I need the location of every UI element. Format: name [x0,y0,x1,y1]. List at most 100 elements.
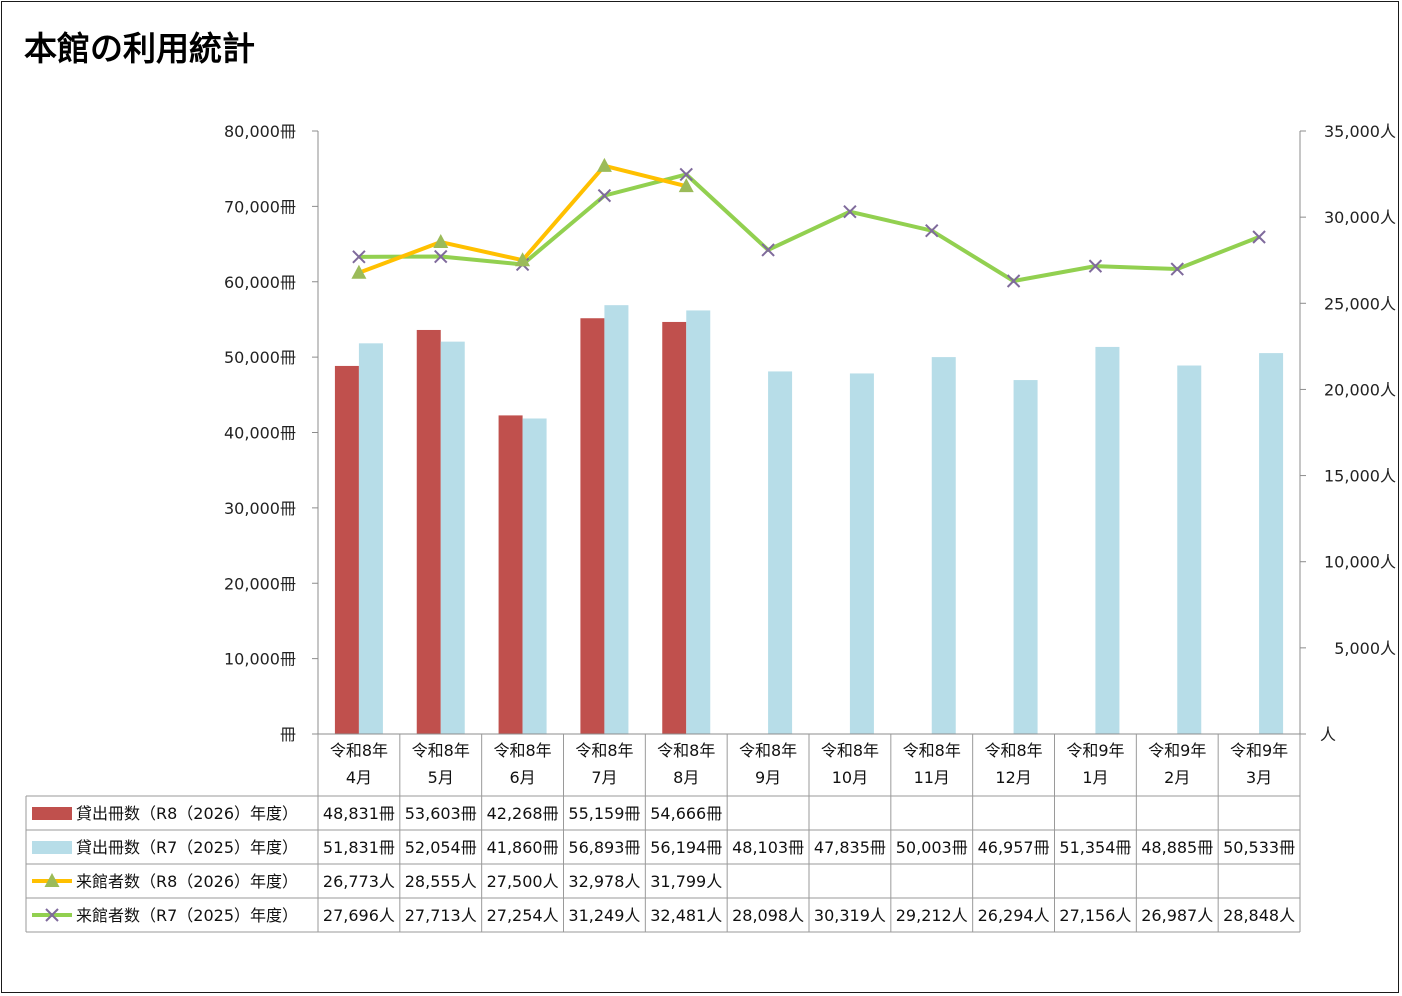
point-r7-visitors [761,243,775,257]
line-series-group [351,157,1266,288]
category-label-era: 令和8年 [903,741,961,760]
table-cell: 28,098人 [732,906,804,925]
left-tick-label: 80,000冊 [224,122,296,141]
point-r7-visitors-stroke [925,224,939,238]
table-cell: 31,249人 [568,906,640,925]
left-tick-label: 10,000冊 [224,650,296,669]
table-cell: 29,212人 [896,906,968,925]
point-r8-visitors [433,234,449,249]
bar-series-group [318,305,1300,735]
point-r7-visitors [843,204,857,219]
category-label-era: 令和8年 [412,741,470,760]
left-axis: 冊 10,000冊 20,000冊 30,000冊 40,000冊 50,000冊 60,0… [224,122,319,744]
bar-r8-loans [498,415,523,734]
category-label-month: 7月 [591,768,617,787]
category-label-month: 11月 [914,768,950,787]
table-cell: 42,268冊 [487,804,559,823]
bar-r7-loans [1095,346,1120,734]
point-r8-visitors [351,264,367,279]
point-r7-visitors-stroke [1170,262,1184,276]
legend-swatch [32,841,72,854]
table-cell: 48,103冊 [732,838,804,857]
point-r7-visitors-stroke [434,249,448,264]
table-cell: 56,194冊 [650,838,722,857]
table-cell: 56,893冊 [568,838,640,857]
table-cell: 50,003冊 [896,838,968,857]
category-label-month: 9月 [755,768,781,787]
table-cell: 28,848人 [1223,906,1295,925]
table-cell: 32,978人 [568,872,640,891]
point-r7-visitors-stroke [597,188,612,203]
point-r7-visitors [434,249,448,264]
bar-r8-loans [662,321,687,734]
legend-label: 来館者数（R8（2026）年度） [76,872,298,891]
bar-r7-loans [1013,380,1038,734]
bar-r7-loans [931,357,956,734]
left-tick-label: 20,000冊 [224,574,296,593]
category-label-era: 令和8年 [657,741,715,760]
legend-marker [44,873,60,887]
category-label-era: 令和8年 [493,741,551,760]
bar-r7-loans [358,343,383,734]
point-r7-visitors-stroke [352,250,366,264]
legend-marker [45,908,59,922]
left-tick-label: 50,000冊 [224,348,296,367]
data-table: 令和8年 4月 令和8年 5月 令和8年 6月 令和8年 7月 令和8年 8月 令和8年 9月 令和8年… [25,734,1301,933]
point-r7-visitors-stroke [1088,259,1103,273]
right-tick-label: 15,000人 [1324,467,1396,486]
right-tick-label: 5,000人 [1334,639,1396,658]
point-r8-visitors [596,157,612,172]
point-r7-visitors [679,167,693,182]
left-tick-label: 30,000冊 [224,499,296,518]
category-label-month: 4月 [346,768,372,787]
point-r8-visitors [678,178,694,193]
right-axis: 人 5,000人 10,000人 15,000人 20,000人 25,000人 30,00… [1299,122,1396,744]
left-tick-label: 70,000冊 [224,197,296,216]
point-r7-visitors [597,188,612,203]
point-r7-visitors [1170,262,1184,276]
legend-swatch [32,807,72,820]
table-cell: 54,666冊 [650,804,722,823]
category-label-month: 1月 [1082,768,1108,787]
point-r7-visitors-stroke [1252,230,1266,244]
table-cell: 26,987人 [1141,906,1213,925]
table-cell: 53,603冊 [405,804,477,823]
point-r7-visitors [1252,230,1266,244]
category-label-era: 令和9年 [1066,741,1124,760]
point-r7-visitors [925,224,939,238]
bar-r7-loans [768,371,793,734]
table-cell: 26,294人 [978,906,1050,925]
category-label-month: 6月 [509,768,535,787]
table-cell: 28,555人 [405,872,477,891]
point-r7-visitors [1088,259,1103,273]
table-cell: 27,713人 [405,906,477,925]
category-label-month: 12月 [995,768,1031,787]
legend-marker-stroke [45,908,59,922]
category-label-month: 10月 [832,768,868,787]
table-cell: 27,500人 [487,872,559,891]
point-r7-visitors-stroke [1006,274,1021,288]
bar-r7-loans [849,373,874,734]
right-tick-label: 35,000人 [1324,122,1396,141]
left-tick-label: 冊 [280,725,296,744]
table-cell: 50,533冊 [1223,838,1295,857]
point-r8-visitors [515,252,531,267]
right-tick-label: 人 [1320,725,1336,744]
right-tick-label: 20,000人 [1324,380,1396,399]
category-label-era: 令和8年 [821,741,879,760]
bar-r7-loans [522,418,547,734]
table-cell: 32,481人 [650,906,722,925]
table-cell: 27,254人 [487,906,559,925]
table-cell: 46,957冊 [978,838,1050,857]
table-cell: 26,773人 [323,872,395,891]
table-cell: 48,885冊 [1141,838,1213,857]
right-tick-label: 10,000人 [1324,553,1396,572]
point-r7-visitors-stroke [679,167,693,182]
point-r7-visitors-stroke [761,243,775,257]
category-label-month: 3月 [1246,768,1272,787]
table-cell: 48,831冊 [323,804,395,823]
category-label-month: 8月 [673,768,699,787]
point-r7-visitors [1006,274,1021,288]
right-tick-label: 30,000人 [1324,208,1396,227]
legend-label: 貸出冊数（R7（2025）年度） [76,838,298,857]
